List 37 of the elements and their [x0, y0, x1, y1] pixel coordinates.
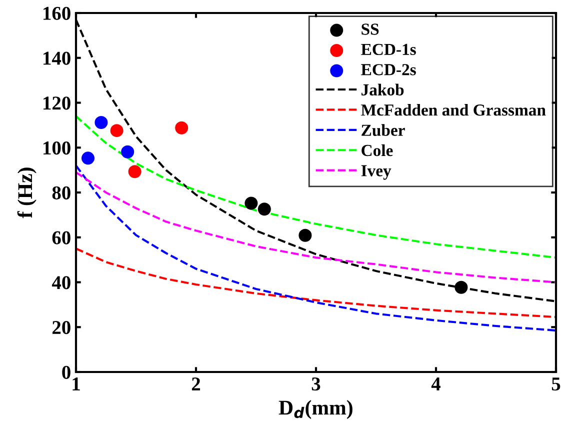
- legend-label: McFadden and Grassman: [361, 104, 546, 116]
- y-tick-label: 20: [52, 320, 70, 334]
- legend-label: Ivey: [361, 165, 392, 180]
- x-tick-label: 2: [192, 377, 200, 390]
- x-axis-title: D$_{d}$(mm): [278, 400, 352, 419]
- legend-label: Cole: [362, 144, 393, 156]
- legend-label: Zuber: [362, 124, 405, 136]
- point: [128, 165, 142, 178]
- legend-label: ECD-2s: [361, 64, 416, 76]
- y-tick-label: 120: [44, 96, 70, 110]
- y-tick-label: 140: [44, 52, 70, 65]
- x-tick-label: 5: [552, 378, 560, 391]
- y-tick-label: 0: [62, 366, 70, 379]
- legend-label: SS: [362, 24, 379, 35]
- line-series: [76, 164, 556, 332]
- y-tick-label: 100: [44, 141, 70, 155]
- point: [298, 228, 312, 242]
- line-series: [76, 115, 556, 259]
- legend-label: Jakob: [362, 84, 404, 96]
- y-axis-title: f (Hz): [17, 168, 36, 218]
- x-tick-label: 3: [312, 377, 320, 391]
- y-tick-label: 60: [52, 231, 70, 244]
- point: [258, 202, 271, 216]
- legend-label: ECD-1s: [361, 44, 416, 56]
- x-tick-label: 1: [72, 378, 80, 390]
- point: [121, 145, 134, 158]
- x-tick-label: 4: [431, 378, 440, 390]
- line-series: [76, 248, 556, 318]
- point: [94, 116, 108, 129]
- y-tick-label: 40: [52, 276, 70, 290]
- y-tick-label: 80: [52, 186, 70, 200]
- point: [110, 124, 124, 138]
- point: [454, 280, 468, 294]
- point: [244, 196, 258, 210]
- y-tick-label: 160: [44, 6, 70, 20]
- point: [81, 152, 95, 165]
- point: [175, 121, 188, 134]
